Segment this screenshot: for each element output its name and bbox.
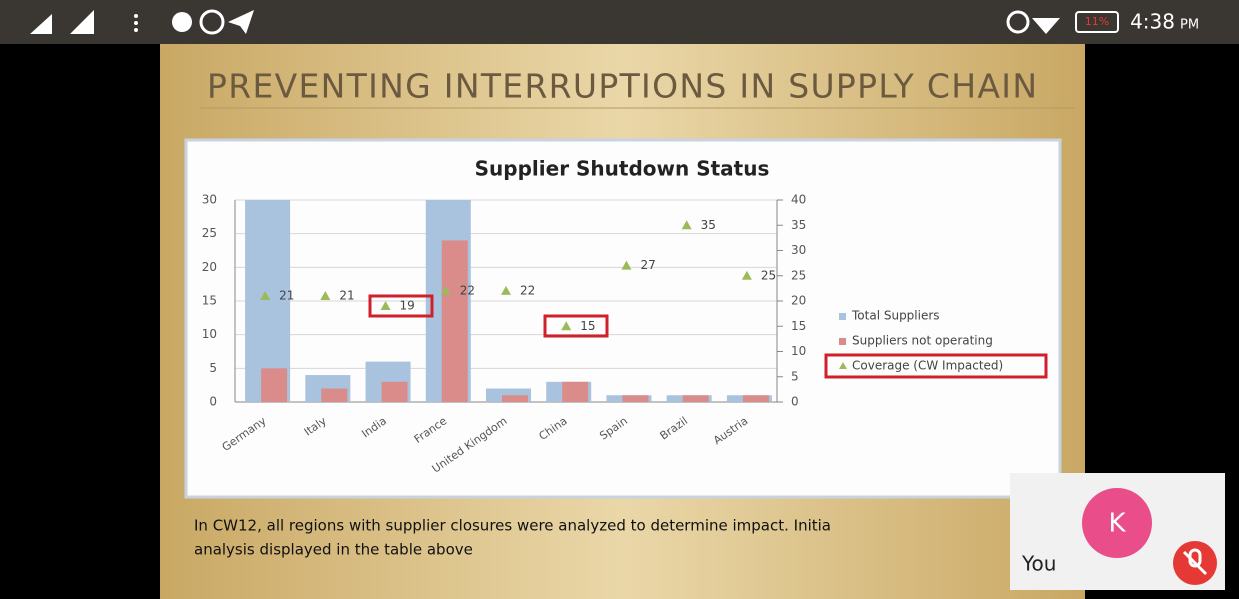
- slide-title: PREVENTING INTERRUPTIONS IN SUPPLY CHAIN: [207, 67, 1037, 106]
- y2-tick-label: 5: [791, 369, 799, 383]
- bar: [502, 395, 528, 402]
- y2-tick-label: 35: [791, 218, 806, 232]
- caption-line: analysis displayed in the table above: [194, 541, 473, 559]
- point: [621, 260, 632, 270]
- bar: [381, 381, 408, 402]
- bar: [321, 388, 348, 402]
- data-label: 22: [520, 283, 535, 297]
- clock: 4:38: [1130, 10, 1175, 34]
- avatar-letter: K: [1108, 509, 1126, 539]
- y2-tick-label: 20: [791, 294, 806, 308]
- legend-swatch: [839, 313, 846, 320]
- y2-tick-label: 15: [791, 319, 806, 333]
- y2-tick-label: 25: [791, 268, 806, 282]
- participant-name: You: [1021, 552, 1056, 576]
- bar: [742, 395, 769, 402]
- point: [320, 290, 331, 300]
- point: [260, 290, 271, 300]
- legend-swatch: [839, 362, 847, 369]
- y2-tick-label: 0: [791, 395, 799, 409]
- battery: 11%: [1085, 15, 1109, 28]
- y-tick-label: 30: [202, 193, 217, 207]
- point: [501, 285, 511, 295]
- legend-label: Suppliers not operating: [852, 334, 993, 348]
- legend-swatch: [839, 338, 846, 345]
- data-label: 35: [701, 218, 716, 232]
- bar: [622, 395, 649, 402]
- status-bar: [0, 0, 1239, 44]
- data-label: 27: [640, 258, 655, 272]
- y2-tick-label: 30: [791, 243, 806, 257]
- y-tick-label: 10: [202, 327, 217, 341]
- y-tick-label: 15: [202, 294, 217, 308]
- data-label: 22: [460, 283, 475, 297]
- data-label: 25: [761, 268, 776, 282]
- point: [440, 285, 451, 295]
- y2-tick-label: 40: [791, 193, 806, 207]
- data-label: 19: [400, 299, 415, 313]
- y-tick-label: 0: [209, 395, 217, 409]
- bar: [261, 368, 288, 402]
- chart-title: Supplier Shutdown Status: [475, 157, 770, 181]
- point: [561, 321, 572, 331]
- y-tick-label: 20: [202, 260, 217, 274]
- point: [380, 301, 391, 311]
- data-label: 21: [339, 288, 354, 302]
- y2-tick-label: 10: [791, 344, 806, 358]
- y-tick-label: 5: [209, 361, 217, 375]
- status-icons: [30, 9, 1119, 35]
- caption-line: In CW12, all regions with supplier closu…: [194, 517, 831, 535]
- clock-period: PM: [1180, 18, 1199, 33]
- point: [741, 270, 752, 280]
- data-label: 21: [279, 288, 294, 302]
- legend-label: Total Suppliers: [851, 309, 940, 323]
- bar: [682, 395, 709, 402]
- legend-label: Coverage (CW Impacted): [852, 359, 1003, 373]
- bar: [441, 240, 468, 402]
- highlights: [368, 294, 1048, 379]
- data-label: 15: [580, 319, 595, 333]
- bar: [562, 381, 589, 402]
- avatar: [1082, 488, 1152, 558]
- point: [681, 220, 692, 230]
- mic-icon: [1182, 548, 1208, 576]
- y-tick-label: 25: [202, 226, 217, 240]
